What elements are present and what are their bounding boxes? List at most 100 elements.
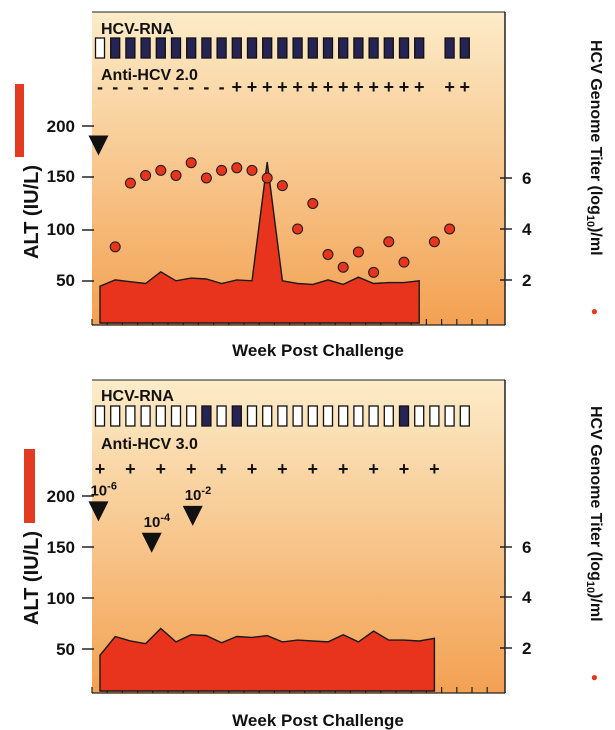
rna-box bbox=[414, 405, 425, 427]
alt-area bbox=[99, 161, 420, 324]
rna-box bbox=[262, 37, 273, 59]
rna-box bbox=[307, 37, 318, 59]
titer-point bbox=[444, 223, 456, 235]
antibody-mark: - bbox=[143, 77, 149, 97]
antibody-mark: + bbox=[308, 77, 319, 97]
titer-point bbox=[216, 164, 228, 176]
y2-axis-title: HCV Genome Titer (log10)/ml ● bbox=[584, 40, 604, 315]
antibody-mark: + bbox=[368, 459, 379, 479]
antibody-mark: - bbox=[158, 77, 164, 97]
antibody-mark: + bbox=[95, 459, 106, 479]
rna-box bbox=[353, 37, 364, 59]
antibody-mark: + bbox=[368, 77, 379, 97]
antibody-mark: - bbox=[97, 77, 103, 97]
rna-box bbox=[459, 405, 470, 427]
rna-box bbox=[444, 405, 455, 427]
titer-points bbox=[109, 157, 456, 278]
antibody-mark: + bbox=[414, 77, 425, 97]
y-tick-label: 200 bbox=[47, 487, 75, 506]
antibody-mark: - bbox=[112, 77, 118, 97]
alt-area-series bbox=[99, 161, 420, 324]
antibody-mark: - bbox=[127, 77, 133, 97]
rna-box bbox=[338, 37, 349, 59]
antibody-mark: - bbox=[173, 77, 179, 97]
rna-box bbox=[170, 37, 182, 59]
antibody-mark: + bbox=[232, 77, 243, 97]
titer-point bbox=[246, 164, 258, 176]
rna-box bbox=[110, 405, 121, 427]
titer-point bbox=[337, 261, 349, 273]
antibody-mark: + bbox=[384, 77, 395, 97]
antibody-label: Anti-HCV 3.0 bbox=[101, 436, 198, 453]
titer-point bbox=[200, 172, 212, 184]
titer-point bbox=[292, 223, 304, 235]
rna-box bbox=[398, 405, 410, 427]
rna-box bbox=[186, 405, 197, 427]
rna-box bbox=[125, 37, 136, 59]
rna-box bbox=[459, 37, 470, 59]
antibody-mark: + bbox=[338, 77, 349, 97]
antibody-mark: - bbox=[188, 77, 194, 97]
antibody-label: Anti-HCV 2.0 bbox=[101, 67, 198, 84]
alt-legend-bar bbox=[24, 449, 35, 523]
rna-box bbox=[383, 405, 394, 427]
alt-legend-bar bbox=[15, 84, 24, 157]
inoculum-arrows: 10-6 10-4 10-2 bbox=[88, 480, 211, 553]
svg-text:HCV Genome Titer (log10)/ml: HCV Genome Titer (log10)/ml bbox=[584, 40, 604, 256]
inoculum-label: 10-6 bbox=[90, 480, 116, 499]
y2-title-marker: ● bbox=[588, 308, 602, 315]
antibody-mark: - bbox=[203, 77, 209, 97]
rna-box bbox=[231, 405, 242, 427]
rna-boxes bbox=[94, 37, 470, 59]
antibody-marks: - - - - - - - - - + + + + + + + + + + + + + + + bbox=[97, 77, 470, 97]
antibody-mark: + bbox=[186, 459, 197, 479]
inoculum-arrows bbox=[88, 135, 109, 156]
rna-box bbox=[201, 405, 212, 427]
svg-text:HCV Genome Titer (log10)/ml: HCV Genome Titer (log10)/ml bbox=[584, 406, 604, 622]
titer-point bbox=[276, 180, 288, 192]
y2-tick-label: 2 bbox=[522, 271, 531, 290]
rna-box bbox=[398, 37, 410, 59]
antibody-mark: + bbox=[353, 77, 364, 97]
rna-box bbox=[216, 37, 227, 59]
inoculum-label: 10-4 bbox=[144, 512, 171, 531]
antibody-mark: + bbox=[156, 459, 167, 479]
antibody-mark: + bbox=[247, 77, 258, 97]
antibody-mark: + bbox=[292, 77, 303, 97]
titer-point bbox=[383, 236, 395, 248]
titer-point bbox=[185, 157, 197, 169]
y-tick-label: 50 bbox=[56, 271, 75, 290]
rna-box bbox=[140, 405, 151, 427]
y2-axis-title: HCV Genome Titer (log10)/ml ● bbox=[584, 406, 604, 681]
alt-area-series bbox=[99, 627, 436, 692]
rna-box bbox=[201, 37, 212, 59]
rna-box bbox=[307, 405, 318, 427]
rna-label: HCV-RNA bbox=[101, 21, 174, 38]
rna-box bbox=[292, 37, 303, 59]
antibody-mark: + bbox=[308, 459, 319, 479]
inoculum-arrow bbox=[88, 135, 109, 156]
titer-point bbox=[398, 256, 410, 268]
titer-point bbox=[428, 236, 440, 248]
rna-box bbox=[414, 37, 425, 59]
antibody-mark: + bbox=[399, 77, 410, 97]
titer-point bbox=[124, 177, 136, 189]
rna-box bbox=[110, 37, 121, 59]
rna-label: HCV-RNA bbox=[101, 388, 174, 405]
y2-tick-label: 4 bbox=[522, 220, 532, 239]
y2-title-marker: ● bbox=[588, 674, 602, 681]
rna-box bbox=[170, 405, 182, 427]
y2-title-main: HCV Genome Titer (log bbox=[587, 40, 604, 215]
y-tick-label: 50 bbox=[56, 640, 75, 659]
antibody-mark: + bbox=[429, 459, 440, 479]
inoculum-arrow bbox=[182, 505, 203, 526]
titer-point bbox=[231, 162, 243, 174]
titer-point bbox=[109, 241, 121, 253]
x-axis-title: Week Post Challenge bbox=[232, 341, 404, 360]
y2-title-tail: )/ml bbox=[587, 593, 604, 621]
antibody-mark: - bbox=[219, 77, 225, 97]
x-axis-title: Week Post Challenge bbox=[232, 711, 404, 730]
inoculum-label: 10-2 bbox=[185, 485, 211, 504]
rna-box bbox=[94, 37, 106, 59]
